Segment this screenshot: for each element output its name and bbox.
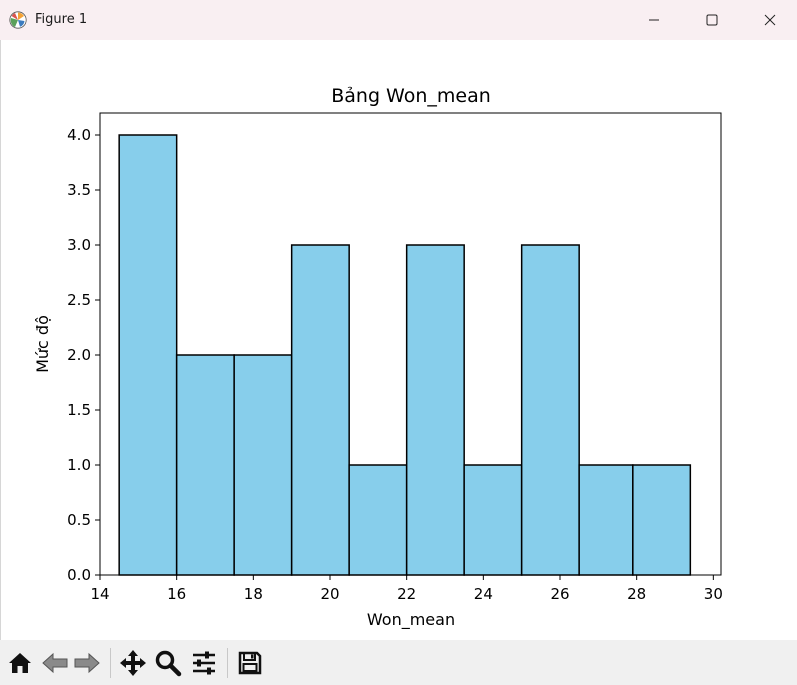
zoom-icon — [155, 650, 182, 677]
x-axis-label: Won_mean — [367, 610, 455, 630]
x-tick-label: 24 — [474, 585, 493, 603]
forward-arrow-icon — [74, 652, 100, 674]
navigation-toolbar — [0, 640, 797, 685]
x-tick-label: 20 — [320, 585, 339, 603]
plot-frame — [99, 112, 722, 576]
histogram-bars — [118, 134, 692, 576]
x-tick-label: 16 — [167, 585, 186, 603]
histogram-bar — [175, 354, 235, 576]
home-icon — [9, 653, 31, 673]
histogram-chart: Bảng Won_mean 14 16 18 20 22 24 26 28 30 0.0 0.5 1… — [33, 85, 723, 630]
histogram-bar — [118, 134, 178, 576]
histogram-bar — [463, 464, 523, 576]
window-title: Figure 1 — [35, 12, 88, 27]
maximize-button[interactable] — [683, 0, 741, 40]
y-axis-label: Mức độ — [33, 315, 52, 373]
histogram-bar — [578, 464, 634, 576]
histogram-bar — [348, 464, 408, 576]
save-icon — [238, 651, 262, 675]
toolbar-separator — [110, 648, 111, 678]
histogram-bar — [290, 244, 350, 576]
pan-button[interactable] — [118, 648, 148, 678]
save-button[interactable] — [235, 648, 265, 678]
y-axis-ticks: 0.0 0.5 1.0 1.5 2.0 2.5 3.0 3.5 4.0 — [67, 126, 100, 584]
x-tick-label: 28 — [627, 585, 646, 603]
close-button[interactable] — [741, 0, 797, 40]
zoom-button[interactable] — [153, 648, 183, 678]
close-icon — [764, 14, 776, 26]
configure-subplots-icon — [193, 651, 215, 675]
histogram-bar — [632, 464, 692, 576]
matplotlib-logo-icon — [9, 11, 27, 29]
x-tick-label: 14 — [90, 585, 109, 603]
y-tick-label: 2.5 — [67, 291, 91, 309]
histogram-bar — [405, 244, 465, 576]
x-tick-label: 26 — [550, 585, 569, 603]
y-tick-label: 3.0 — [67, 236, 91, 254]
x-axis-ticks: 14 16 18 20 22 24 26 28 30 — [90, 575, 723, 603]
chart-title: Bảng Won_mean — [331, 85, 491, 107]
minimize-button[interactable] — [625, 0, 683, 40]
x-tick-label: 18 — [244, 585, 263, 603]
window-left-border — [0, 40, 1, 640]
maximize-icon — [706, 14, 718, 26]
y-tick-label: 0.0 — [67, 566, 91, 584]
y-tick-label: 0.5 — [67, 511, 91, 529]
x-tick-label: 30 — [704, 585, 723, 603]
home-button[interactable] — [5, 648, 35, 678]
pan-icon — [120, 650, 146, 676]
back-arrow-icon — [42, 652, 68, 674]
y-tick-label: 1.0 — [67, 456, 91, 474]
toolbar-separator — [227, 648, 228, 678]
y-tick-label: 4.0 — [67, 126, 91, 144]
figure-canvas: Bảng Won_mean 14 16 18 20 22 24 26 28 30 0.0 0.5 1… — [0, 40, 797, 640]
histogram-bar — [233, 354, 293, 576]
back-button[interactable] — [40, 648, 70, 678]
window-titlebar: Figure 1 — [0, 0, 797, 40]
histogram-bar — [520, 244, 580, 576]
minimize-icon — [649, 19, 659, 21]
forward-button[interactable] — [72, 648, 102, 678]
configure-subplots-button[interactable] — [189, 648, 219, 678]
y-tick-label: 1.5 — [67, 401, 91, 419]
x-tick-label: 22 — [397, 585, 416, 603]
y-tick-label: 2.0 — [67, 346, 91, 364]
y-tick-label: 3.5 — [67, 181, 91, 199]
